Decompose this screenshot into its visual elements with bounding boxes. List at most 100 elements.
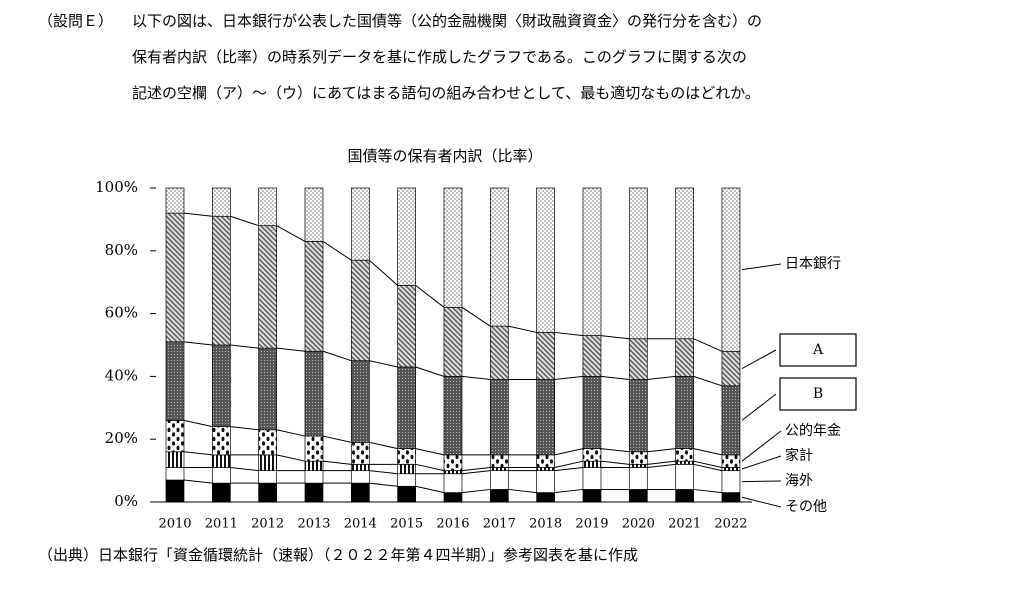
bar-segment — [350, 259, 370, 362]
bar-segment — [721, 187, 741, 352]
bar-segment — [628, 338, 648, 380]
bar-segment — [443, 376, 463, 456]
bar-segment — [582, 460, 602, 468]
bar-segment — [258, 454, 278, 471]
connector-line — [693, 448, 723, 456]
connector-line — [461, 306, 491, 327]
bar-segment — [397, 366, 416, 449]
connector-line — [183, 451, 213, 456]
connector-line — [461, 470, 491, 475]
bar-segment — [628, 463, 648, 468]
bar-segment — [489, 470, 509, 490]
bar-segment — [582, 376, 602, 449]
source: （出典）日本銀行「資金循環統計（速報）（２０２２年第４四半期）」参考図表を基に作… — [38, 546, 638, 564]
question-line: 保有者内訳（比率）の時系列データを基に作成したグラフである。このグラフに関する次… — [132, 48, 747, 66]
bar-segment — [628, 451, 648, 465]
x-tick-label: 2014 — [344, 517, 377, 532]
connector-line — [276, 429, 306, 437]
connector-line — [276, 225, 306, 242]
question-line: 以下の図は、日本銀行が公表した国債等（公的金融機関〈財政融資資金〉の発行分を含む… — [132, 12, 762, 30]
x-tick-label: 2021 — [668, 517, 701, 532]
x-tick-label: 2022 — [714, 517, 747, 532]
bar-segment — [582, 489, 602, 503]
connector-line — [230, 466, 259, 472]
x-tick-label: 2017 — [483, 517, 516, 532]
bar-segment — [721, 492, 741, 503]
bar-segment — [211, 344, 231, 427]
legend-label: 家計 — [785, 447, 813, 464]
x-tick-label: 2011 — [205, 517, 238, 532]
bar-segment — [628, 467, 648, 490]
bar-segment — [675, 376, 694, 449]
bar-segment — [536, 379, 555, 456]
bar-segment — [628, 489, 648, 503]
connector-line — [322, 240, 352, 261]
leader-line — [741, 496, 782, 508]
leader-line — [741, 263, 782, 271]
bar-segment — [165, 187, 185, 214]
x-tick-label: 2020 — [622, 517, 655, 532]
bar-segment — [536, 332, 555, 380]
legend-label: 公的年金 — [785, 423, 841, 439]
legend-box — [779, 333, 857, 367]
bar-segment — [211, 215, 231, 346]
bar-segment — [489, 489, 509, 503]
question-label: （設問Ｅ） — [38, 12, 113, 30]
connector-line — [183, 479, 213, 484]
y-tick-label: 100% — [95, 178, 138, 196]
bar-segment — [304, 350, 324, 437]
bar-segment — [397, 284, 416, 368]
connector-line — [415, 366, 445, 377]
legend-label: A — [812, 342, 824, 358]
connector-line — [693, 460, 723, 468]
x-tick-label: 2010 — [158, 517, 191, 532]
leader-line — [741, 393, 777, 421]
chart-title: 国債等の保有者内訳（比率） — [347, 147, 542, 165]
connector-line — [554, 375, 584, 381]
bar-segment — [721, 385, 741, 456]
connector-line — [183, 212, 213, 217]
bar-segment — [443, 306, 463, 377]
x-tick-label: 2016 — [436, 517, 469, 532]
connector-line — [276, 454, 306, 462]
bar-segment — [675, 489, 694, 503]
bar-segment — [489, 187, 509, 327]
connector-line — [647, 448, 676, 453]
bar-segment — [211, 426, 231, 456]
bar-segment — [721, 454, 741, 468]
bar-segment — [675, 187, 694, 340]
leader-line — [741, 430, 782, 462]
y-tick-label: 60% — [105, 304, 138, 322]
connector-line — [461, 466, 491, 472]
bar-segment — [443, 492, 463, 503]
bar-segment — [582, 467, 602, 490]
bar-segment — [304, 482, 324, 503]
connector-line — [554, 331, 584, 337]
y-tick-label: 40% — [105, 366, 138, 384]
connector-line — [554, 488, 584, 494]
bar-segment — [304, 460, 324, 471]
bar-segment — [489, 467, 509, 471]
bar-segment — [443, 454, 463, 471]
connector-line — [647, 463, 676, 468]
x-tick-label: 2019 — [575, 517, 608, 532]
connector-line — [647, 460, 676, 465]
connector-line — [369, 482, 398, 487]
bar-segment — [397, 473, 416, 487]
bar-segment — [536, 492, 555, 503]
connector-line — [183, 419, 213, 428]
bar-segment — [489, 325, 509, 380]
connector-line — [322, 435, 352, 443]
connector-line — [693, 463, 723, 472]
bar-segment — [211, 454, 231, 468]
bar-segment — [304, 435, 324, 462]
connector-line — [600, 375, 630, 381]
legend-label: B — [813, 386, 823, 402]
bar-segment — [258, 187, 278, 227]
bar-segment — [165, 467, 185, 481]
bar-segment — [350, 470, 370, 484]
bar-segment — [397, 187, 416, 286]
connector-line — [600, 448, 630, 453]
bar-segment — [165, 341, 185, 421]
bar-segment — [628, 187, 648, 340]
